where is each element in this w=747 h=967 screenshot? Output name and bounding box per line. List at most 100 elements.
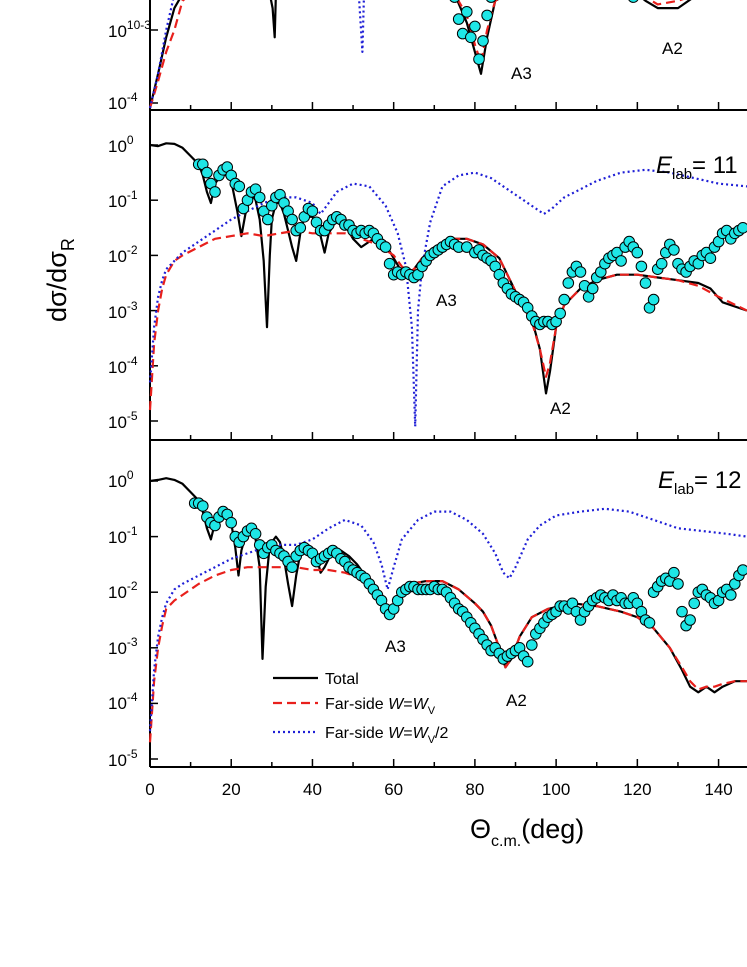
data-point [639, 277, 652, 289]
panel-bottom-ytick: 10-5 [108, 747, 138, 770]
panel-middle-yticklabels: 100 10-1 10-2 10-3 10-4 10-5 [108, 133, 138, 432]
data-point [253, 191, 266, 204]
panel-top-ytick-2: 10-4 [108, 90, 138, 113]
panel-bottom-ytick: 100 [108, 468, 134, 491]
data-point [486, 0, 497, 3]
panel-middle-energy-label: Elab= 11 [656, 152, 738, 183]
data-point [461, 241, 473, 253]
legend: Total Far-side W=WV Far-side W=WV/2 [273, 671, 448, 746]
y-axis-title: dσ/dσR [42, 238, 78, 322]
data-point [668, 566, 680, 579]
panel-bottom-ytick: 10-3 [108, 635, 138, 658]
panel-bottom-ytick: 10-4 [108, 690, 138, 713]
x-axis-title: Θc.m.(deg) [470, 814, 584, 850]
panel-middle-markers [192, 158, 747, 331]
data-point [461, 6, 473, 18]
data-point [449, 0, 460, 3]
x-tick-label: 0 [145, 780, 154, 799]
data-point [294, 222, 307, 234]
data-point [286, 213, 298, 226]
panel-middle-annotation-a3: A3 [436, 291, 457, 310]
panel-top-annotation-a2: A2 [662, 39, 683, 58]
panel-middle-annotation-a2: A2 [550, 399, 571, 418]
panel-middle-ytick: 10-5 [108, 409, 138, 432]
data-point [465, 31, 477, 44]
data-point [201, 166, 213, 179]
legend-label-farside-wv: Far-side W=WV [325, 696, 436, 717]
data-point [562, 277, 575, 289]
data-point [631, 246, 644, 259]
series-line-far-side-w-wv-2 [148, 0, 365, 109]
panel-middle-ytick: 10-2 [108, 243, 138, 266]
data-point [262, 213, 274, 226]
panel-bottom-series [148, 477, 747, 743]
data-point [635, 260, 648, 273]
panel-bottom-annotation-a2: A2 [506, 691, 527, 710]
panel-middle-ticks [149, 144, 720, 440]
data-point [306, 205, 319, 217]
data-point [684, 614, 696, 626]
data-point [473, 53, 485, 66]
data-point [628, 0, 639, 3]
data-point [477, 35, 489, 47]
data-point [225, 516, 237, 529]
data-point [643, 617, 656, 629]
data-point [526, 639, 538, 651]
panel-bottom-energy-label: Elab= 12 [658, 467, 741, 498]
panel-middle-ytick: 10-4 [108, 354, 138, 377]
data-point [554, 307, 567, 320]
data-point [574, 266, 587, 278]
panel-middle: 100 10-1 10-2 10-3 10-4 10-5 Elab= 11 A3… [108, 110, 747, 441]
x-tick-label: 20 [222, 780, 241, 799]
panel-top-ytick-1: 1010-3 [108, 18, 151, 41]
panel-middle-ytick: 10-3 [108, 299, 138, 322]
data-point [704, 252, 717, 265]
data-point [233, 180, 246, 193]
panel-top-series [148, 0, 692, 109]
data-point [586, 282, 599, 295]
data-point [209, 186, 221, 198]
x-tick-label: 100 [542, 780, 570, 799]
data-point [615, 255, 627, 267]
panel-bottom-ytick: 10-2 [108, 579, 138, 602]
data-point [249, 528, 262, 540]
data-point [668, 244, 680, 256]
data-point [672, 578, 684, 590]
panel-middle-ytick: 100 [108, 133, 134, 156]
data-point [521, 655, 534, 668]
panel-top-ticks [149, 29, 720, 110]
data-point [647, 293, 660, 306]
data-point [737, 564, 747, 576]
data-point [379, 241, 392, 253]
panel-top: 1010-3 10-4 A3 A2 [108, 0, 747, 113]
x-tick-label: 40 [303, 780, 322, 799]
x-tick-label: 140 [704, 780, 732, 799]
data-point [481, 9, 493, 22]
panel-top-annotation-a3: A3 [511, 64, 532, 83]
data-point [737, 222, 747, 234]
data-point [383, 257, 396, 270]
panel-bottom-markers [188, 497, 747, 668]
panel-bottom-annotation-a3: A3 [385, 637, 406, 656]
x-tick-labels: 0 20 40 60 80 100 120 140 [145, 780, 732, 799]
panel-bottom-yticklabels: 100 10-1 10-2 10-3 10-4 10-5 [108, 468, 138, 770]
series-line-far-side-w-wv [148, 0, 684, 109]
panel-bottom: 100 10-1 10-2 10-3 10-4 10-5 0 20 40 60 80 10… [108, 440, 747, 799]
data-point [688, 597, 701, 610]
data-point [655, 257, 668, 270]
data-point [558, 293, 571, 306]
legend-label-farside-wv2: Far-side W=WV/2 [325, 725, 448, 746]
panel-middle-ytick: 10-1 [108, 188, 138, 211]
panel-top-markers [449, 0, 639, 66]
series-line-far-side-w-wv-2 [148, 168, 747, 428]
data-point [469, 20, 481, 33]
data-point [725, 589, 737, 601]
data-point [286, 561, 298, 574]
legend-label-total: Total [325, 671, 359, 688]
data-point [676, 605, 688, 618]
x-tick-label: 60 [384, 780, 403, 799]
data-point [452, 13, 465, 25]
panel-bottom-ytick: 10-1 [108, 524, 138, 547]
x-tick-label: 80 [465, 780, 484, 799]
